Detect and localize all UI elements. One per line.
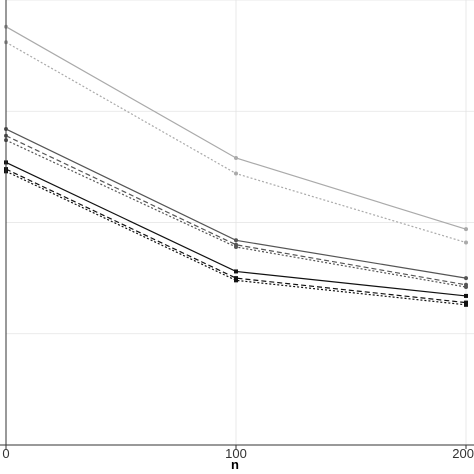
series-5-point-2 [464,293,468,298]
x-tick-label-0: 0 [2,446,9,461]
series-0-point-2 [464,227,468,232]
series-line-6 [5,168,467,304]
series-layer [4,24,468,307]
series-line-7 [5,170,467,306]
series-2-point-2 [464,276,468,281]
x-ticks: 0 100 200 [2,445,474,461]
series-5-point-1 [234,269,238,274]
x-axis-title: n [231,457,239,472]
x-tick-label-1: 100 [225,446,247,461]
series-7-point-1 [234,278,238,283]
series-2-point-1 [234,238,238,243]
x-tick-label-2: 200 [452,446,474,461]
series-7-point-2 [464,302,468,307]
series-6-point-2 [464,300,468,305]
series-0-point-1 [234,155,238,160]
series-line-3 [5,135,467,286]
series-4-point-2 [464,285,468,290]
series-1-point-1 [234,171,238,176]
series-6-point-1 [234,276,238,281]
series-1-point-2 [464,240,468,245]
series-4-point-1 [234,244,238,249]
